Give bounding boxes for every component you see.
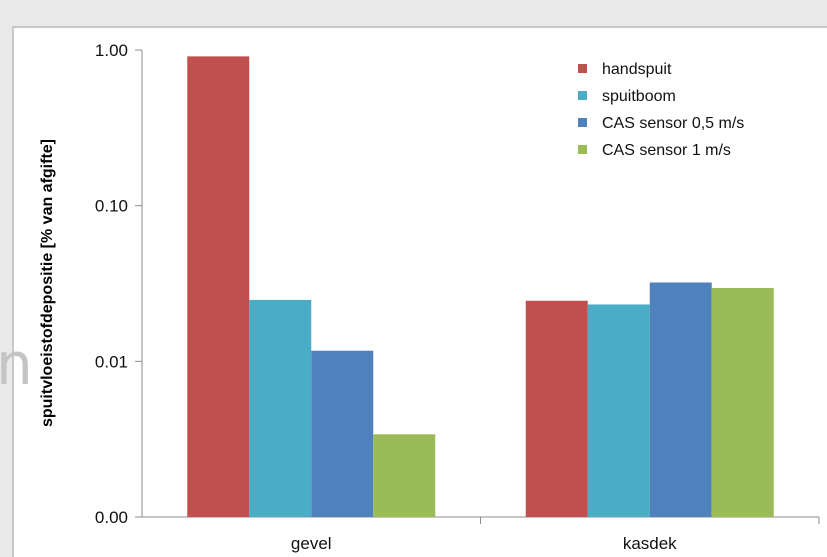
bar-gevel-3: [373, 434, 436, 517]
legend-swatch: [578, 91, 587, 100]
background-letter: n: [0, 330, 33, 398]
bar-kasdek-3: [711, 287, 774, 517]
bar-kasdek-1: [587, 304, 650, 517]
bar-kasdek-0: [525, 300, 588, 517]
bar-kasdek-2: [649, 282, 712, 517]
x-category-label: gevel: [291, 534, 332, 553]
legend-swatch: [578, 118, 587, 127]
y-tick-label: 0.01: [95, 352, 128, 371]
x-category-label: kasdek: [623, 534, 677, 553]
y-tick-label: 1.00: [95, 41, 128, 60]
bar-gevel-1: [249, 299, 312, 517]
legend-swatch: [578, 64, 587, 73]
bar-gevel-0: [187, 56, 250, 518]
legend-swatch: [578, 145, 587, 154]
y-tick-label: 0.10: [95, 197, 128, 216]
bar-gevel-2: [311, 350, 374, 517]
legend-label: handspuit: [602, 61, 672, 78]
legend-label: spuitboom: [602, 88, 676, 105]
y-axis-label: spuitvloeistofdepositie [% van afgifte]: [39, 139, 56, 427]
legend-label: CAS sensor 1 m/s: [602, 142, 731, 159]
legend-label: CAS sensor 0,5 m/s: [602, 115, 744, 132]
y-tick-label: 0.00: [95, 508, 128, 527]
